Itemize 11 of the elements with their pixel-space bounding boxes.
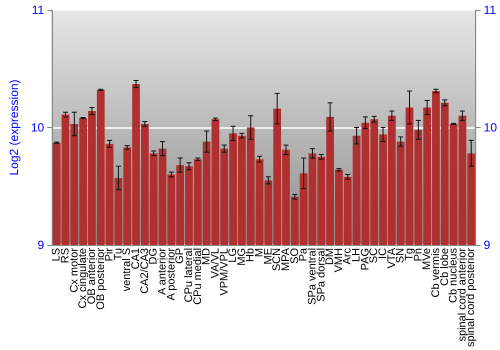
x-tick-label: spinal cord posterior bbox=[465, 248, 478, 348]
y2-tick-label: 9 bbox=[484, 238, 491, 252]
y2-tick-label: 11 bbox=[484, 3, 496, 17]
y2-tick-label: 10 bbox=[484, 120, 498, 134]
x-tick-label: RS bbox=[59, 248, 72, 264]
y-axis-title: Log2 (expression) bbox=[7, 79, 21, 176]
y-tick-label: 9 bbox=[38, 238, 45, 252]
y-tick-label: 11 bbox=[32, 3, 45, 17]
x-tick-label: Tg bbox=[403, 248, 416, 261]
y-tick-label: 10 bbox=[30, 120, 45, 134]
x-tick-label: A posterior bbox=[165, 248, 178, 301]
